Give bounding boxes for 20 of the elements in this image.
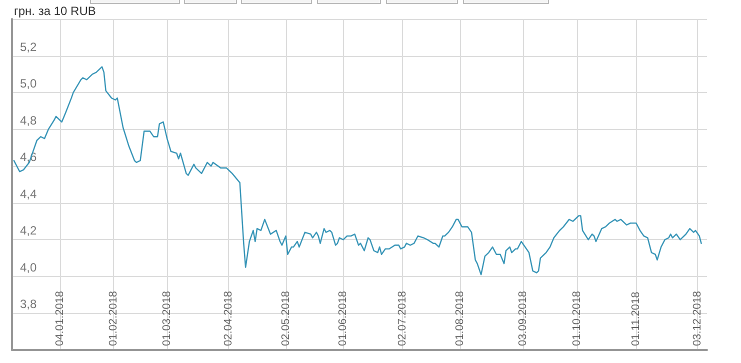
y-tick-label: 5,2: [20, 40, 38, 54]
x-tick-label: 01.06.2018: [337, 290, 350, 346]
y-tick-label: 3,8: [20, 297, 38, 312]
x-tick-label: 02.05.2018: [280, 290, 292, 346]
y-tick-label: 4,2: [20, 224, 38, 238]
y-axis-title: грн. за 10 RUB: [14, 4, 96, 18]
y-tick-label: 4,4: [20, 186, 38, 201]
x-tick-label: 01.02.2018: [107, 290, 120, 346]
x-tick-label: 01.10.2018: [570, 290, 583, 346]
x-tick-label: 03.12.2018: [691, 290, 704, 346]
x-tick-label: 01.08.2018: [454, 290, 466, 346]
x-tick-label: 01.11.2018: [630, 292, 642, 346]
y-tick-label: 5,0: [20, 76, 38, 91]
x-tick-label: 02.04.2018: [222, 290, 234, 346]
y-tick-label: 4,0: [20, 260, 38, 274]
x-tick-label: 03.09.2018: [517, 290, 530, 346]
x-tick-label: 01.03.2018: [161, 290, 174, 346]
x-tick-label: 02.07.2018: [396, 290, 409, 346]
y-tick-label: 4,8: [20, 113, 38, 128]
x-tick-label: 04.01.2018: [54, 290, 66, 346]
